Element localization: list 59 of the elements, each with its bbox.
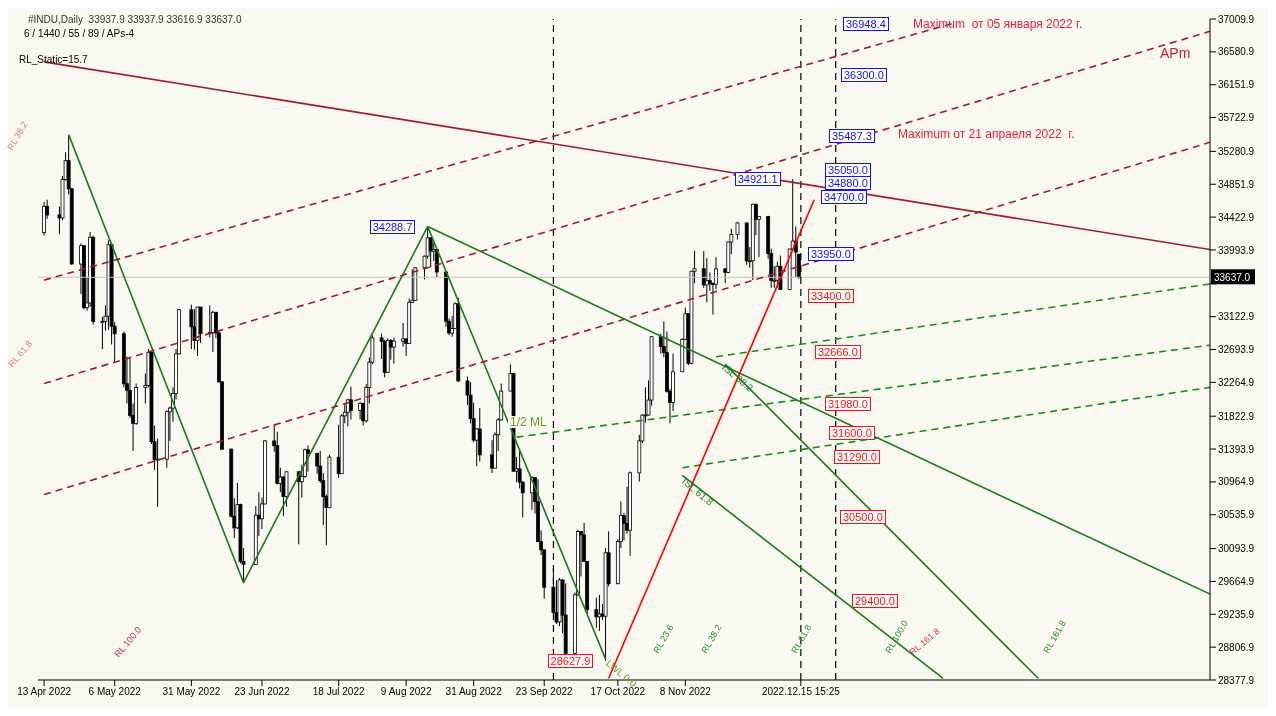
annotation: 31980.0 <box>825 397 871 411</box>
y-tick-label: 33122.9 <box>1218 311 1255 323</box>
x-tick-label: 31 May 2022 <box>162 686 221 698</box>
annotation: 1/2 ML <box>508 415 549 429</box>
y-tick-label: 33993.9 <box>1218 244 1255 256</box>
annotation: 34880.0 <box>825 176 871 190</box>
y-tick-label: 32693.9 <box>1218 344 1255 356</box>
y-tick-label: 30964.9 <box>1218 476 1255 488</box>
text: RL 61.8 <box>6 338 35 369</box>
annotation: RL_Static=15.7 <box>19 54 88 65</box>
annotation: 32666.0 <box>815 345 861 359</box>
annotation: 29400.0 <box>852 594 898 608</box>
ref-line-label: 33637.0 <box>1214 272 1251 284</box>
annotation: Maximum от 05 января 2022 г. <box>913 17 1083 31</box>
annotation: 34921.1 <box>734 171 781 186</box>
y-tick-label: 35722.9 <box>1218 112 1255 124</box>
y-tick-label: 31822.9 <box>1218 410 1255 422</box>
y-tick-label: 31393.9 <box>1218 443 1255 455</box>
y-tick-label: 34422.9 <box>1218 211 1255 223</box>
annotation: 28627.9 <box>547 653 594 668</box>
annotation: #INDU,Daily 33937.9 33937.9 33616.9 33637.0 <box>28 14 242 25</box>
annotation: Maximum от 21 апраеля 2022 г. <box>898 127 1075 141</box>
annotation: ISL 61.8 <box>680 475 716 508</box>
annotation: 31600.0 <box>829 426 875 440</box>
x-tick-label: 18 Jul 2022 <box>312 686 365 698</box>
annotation: 36948.4 <box>843 17 889 31</box>
x-tick-label: 9 Aug 2022 <box>380 686 432 698</box>
y-tick-label: 36151.9 <box>1218 79 1255 91</box>
x-tick-label: 13 Apr 2022 <box>17 686 72 698</box>
y-tick-label: 34851.9 <box>1218 178 1255 190</box>
annotation: 34700.0 <box>821 190 867 204</box>
y-tick-label: 28377.9 <box>1218 674 1255 686</box>
annotation: 6 / 1440 / 55 / 89 / APs-4 <box>24 28 135 39</box>
y-tick-label: 37009.9 <box>1218 13 1255 25</box>
y-tick-label: 30535.9 <box>1218 509 1255 521</box>
y-tick-label: 29235.9 <box>1218 608 1255 620</box>
x-tick-label: 17 Oct 2022 <box>590 686 646 698</box>
x-tick-label: 23 Jun 2022 <box>234 686 290 698</box>
y-tick-label: 35280.9 <box>1218 145 1255 157</box>
x-tick-label: 31 Aug 2022 <box>445 686 503 698</box>
annotation: 33400.0 <box>808 289 854 303</box>
x-tick-label: 8 Nov 2022 <box>659 686 712 698</box>
annotation: 36300.0 <box>841 68 887 82</box>
x-tick-label: 23 Sep 2022 <box>515 686 574 698</box>
annotation: 31290.0 <box>834 450 880 464</box>
y-tick-label: 32264.9 <box>1218 376 1255 388</box>
annotation: APm <box>1160 45 1191 61</box>
annotation: 34288.7 <box>369 220 416 235</box>
annotation: ISL 38.2 <box>720 361 756 394</box>
annotation: 33950.0 <box>808 247 854 261</box>
y-tick-label: 30093.9 <box>1218 543 1255 555</box>
y-tick-label: 28806.9 <box>1218 641 1255 653</box>
annotation: 35050.0 <box>825 163 871 177</box>
y-tick-label: 29664.9 <box>1218 576 1255 587</box>
y-tick-label: 36580.9 <box>1218 46 1255 58</box>
x-tick-label: 2022.12.15 15:25 <box>761 686 841 698</box>
x-tick-label: 6 May 2022 <box>88 686 142 698</box>
annotation: 35487.3 <box>829 129 875 143</box>
annotation: 30500.0 <box>840 510 886 524</box>
